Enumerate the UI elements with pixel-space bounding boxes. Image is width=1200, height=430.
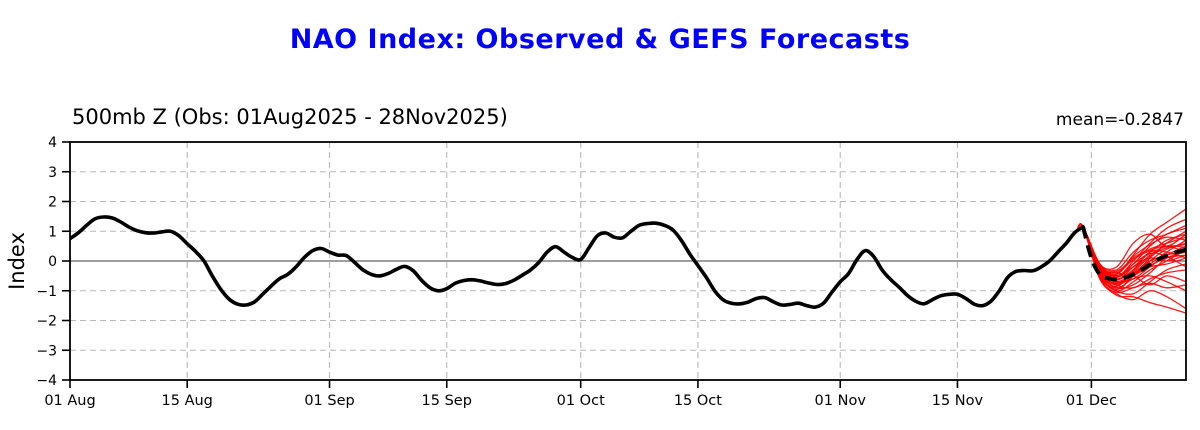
y-tick-label: 3 [48,165,57,181]
chart-title: NAO Index: Observed & GEFS Forecasts [289,24,911,55]
y-axis: 4 3 2 1 0 −1 −2 −3 −4 [36,135,70,389]
x-tick-label: 15 Nov [932,393,984,409]
y-tick-label: −1 [36,284,57,300]
y-tick-label: 4 [48,135,57,151]
y-tick-label: −2 [36,314,57,330]
y-tick-label: 1 [48,224,57,240]
y-axis-title: Index [5,232,29,290]
forecast-mean-line [1081,226,1186,282]
observed-line [70,215,1085,309]
x-axis: 01 Aug 15 Aug 01 Sep 15 Sep 01 Oct 15 Oct 01 N… [44,380,1117,409]
x-tick-label: 01 Sep [304,393,354,409]
panel-subtitle: 500mb Z (Obs: 01Aug2025 - 28Nov2025) [72,105,508,129]
y-tick-label: −3 [36,343,57,359]
x-tick-label: 01 Dec [1066,393,1117,409]
y-tick-label: 0 [48,254,57,270]
x-tick-label: 15 Sep [422,393,472,409]
y-tick-label: 2 [48,195,57,211]
x-tick-label: 01 Oct [557,393,605,409]
y-tick-label: −4 [36,373,57,389]
x-tick-label: 15 Oct [674,393,722,409]
forecast-mean-value-label: mean=-0.2847 [1055,110,1184,130]
x-tick-label: 15 Aug [162,393,213,409]
x-tick-label: 01 Aug [44,393,95,409]
x-tick-label: 01 Nov [815,393,867,409]
